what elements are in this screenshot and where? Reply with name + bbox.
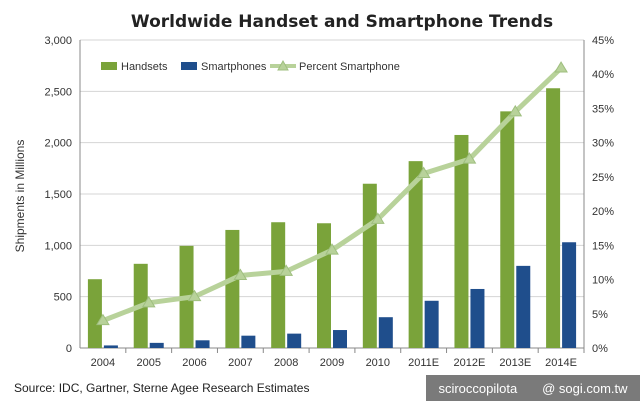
percent-line [96,61,568,326]
bar-smartphones [333,330,347,348]
legend-label-handsets: Handsets [121,61,168,73]
chart-title: Worldwide Handset and Smartphone Trends [131,12,553,32]
y-tick-label: 3,000 [44,35,72,47]
y2-tick-label: 40% [592,69,614,81]
y2-tick-label: 35% [592,103,614,115]
x-tick-label: 2007 [228,357,252,369]
bar-handsets [500,111,515,348]
y-tick-label: 500 [54,292,72,304]
bar-handsets [408,161,423,348]
x-tick-label: 2009 [320,357,344,369]
bar-smartphones [562,242,577,348]
legend-swatch-handsets [101,62,117,70]
percent-marker [325,243,339,255]
x-tick-label: 2006 [182,357,206,369]
bar-handsets [317,223,331,348]
percent-marker [462,152,477,164]
percent-marker [279,264,294,276]
bar-smartphones [378,317,393,348]
bar-handsets [225,229,240,348]
y-tick-label: 2,000 [44,138,72,150]
x-tick-label: 2014E [545,357,577,369]
percent-marker [370,212,385,224]
percent-marker [233,268,248,280]
y-tick-label: 1,500 [44,189,72,201]
chart: Worldwide Handset and Smartphone Trends … [13,12,614,369]
y-tick-label: 0 [66,343,72,355]
y2-tick-label: 15% [592,240,614,252]
bar-handsets [271,222,286,348]
bar-handsets [454,134,469,348]
percent-marker [554,61,568,73]
y2-tick-label: 10% [592,275,614,287]
bar-smartphones [241,335,256,348]
y-axis-label: Shipments in Millions [13,140,27,253]
x-tick-label: 2010 [366,357,390,369]
legend-swatch-marker [277,59,289,71]
x-tick-label: 2013E [499,357,531,369]
percent-marker [416,166,431,178]
bar-smartphones [103,345,118,348]
y2-tick-label: 0% [592,343,608,355]
y2-tick-label: 20% [592,206,614,218]
legend: Handsets Smartphones Percent Smartphone [101,59,400,73]
bar-smartphones [287,333,302,348]
legend-label-percent: Percent Smartphone [299,61,400,73]
x-tick-label: 2005 [136,357,160,369]
percent-marker [96,313,110,326]
y-tick-labels: 0 500 1,000 1,500 2,000 2,500 3,000 [44,35,72,355]
legend-swatch-smartphones [181,62,197,70]
y2-tick-label: 45% [592,35,614,47]
y2-tick-labels: 0% 5% 10% 15% 20% 25% 30% 35% 40% 45% [592,35,614,355]
x-tick-label: 2004 [91,357,115,369]
percent-marker [141,295,156,308]
bar-handsets [546,88,561,349]
bar-smartphones [516,265,531,348]
bars [87,88,577,349]
legend-label-smartphones: Smartphones [201,61,267,73]
y2-tick-label: 5% [592,309,608,321]
x-tick-label: 2011E [408,357,439,369]
bar-smartphones [424,300,439,348]
bar-smartphones [149,342,164,348]
watermark: sciroccopilota @ sogi.com.tw [426,375,640,401]
watermark-left: sciroccopilota [438,380,518,396]
percent-marker [187,289,202,302]
watermark-right: @ sogi.com.tw [542,380,628,396]
bar-handsets [362,183,377,348]
source-note: Source: IDC, Gartner, Sterne Agee Resear… [14,381,310,395]
x-tick-labels: 2004 2005 2006 2007 2008 2009 2010 2011E 2012E 20… [91,348,585,369]
percent-marker [508,104,523,117]
bar-handsets [87,279,102,348]
x-tick-label: 2008 [274,357,298,369]
y-tick-label: 2,500 [44,86,72,98]
x-tick-label: 2012E [454,357,486,369]
bar-smartphones [195,340,210,348]
y2-tick-label: 30% [592,138,614,150]
bar-smartphones [470,288,485,348]
y2-tick-label: 25% [592,172,614,184]
y-tick-label: 1,000 [44,240,72,252]
gridlines [80,39,584,298]
